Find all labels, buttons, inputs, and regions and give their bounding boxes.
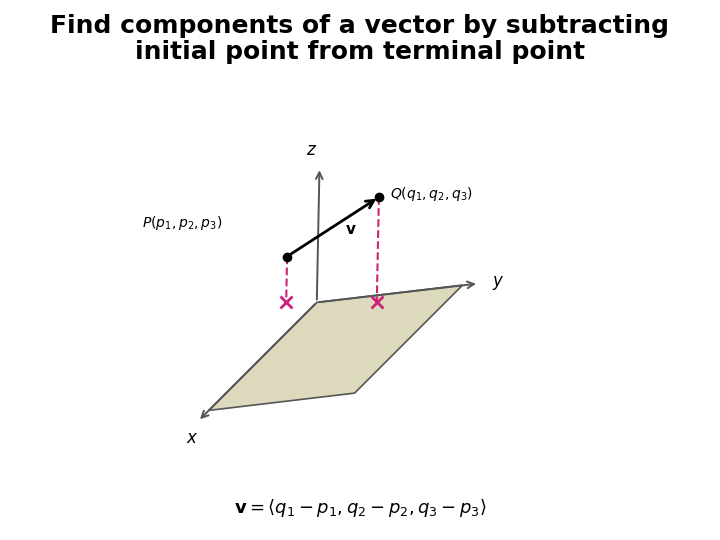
Text: $\mathbf{v}$: $\mathbf{v}$: [345, 222, 356, 237]
Polygon shape: [209, 285, 462, 410]
Text: Find components of a vector by subtracting: Find components of a vector by subtracti…: [50, 14, 670, 37]
Text: $P(p_1, p_2, p_3)$: $P(p_1, p_2, p_3)$: [142, 214, 222, 232]
Text: $x$: $x$: [186, 429, 199, 447]
Text: $Q(q_1, q_2, q_3)$: $Q(q_1, q_2, q_3)$: [390, 185, 472, 204]
Text: $\mathbf{v} = \langle q_1 - p_1, q_2 - p_2, q_3 - p_3 \rangle$: $\mathbf{v} = \langle q_1 - p_1, q_2 - p…: [234, 497, 486, 518]
Text: initial point from terminal point: initial point from terminal point: [135, 40, 585, 64]
Text: $y$: $y$: [492, 274, 505, 293]
Text: $z$: $z$: [306, 141, 317, 159]
